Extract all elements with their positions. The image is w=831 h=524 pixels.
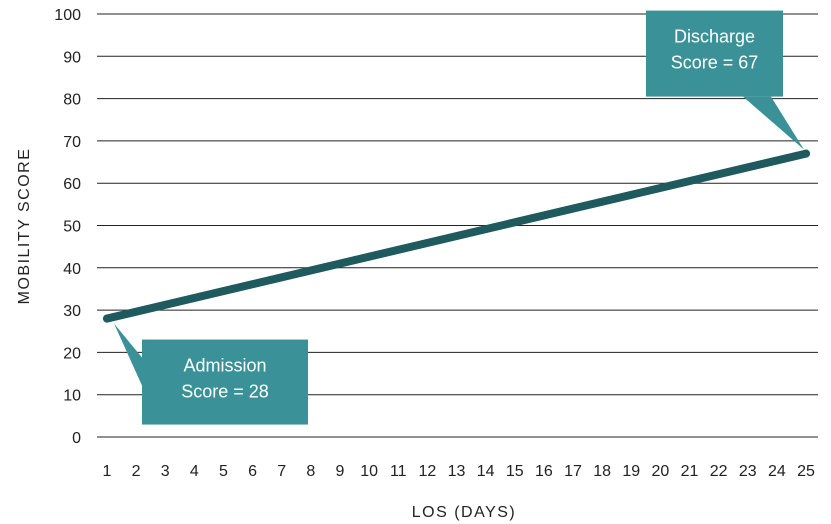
x-tick-label: 14 — [477, 463, 495, 480]
x-tick-labels: 1 2 3 4 5 6 7 8 9 10 11 12 13 14 15 16 17 18 19 20 21 22 23 24 2… — [103, 463, 815, 480]
callout-box — [142, 339, 308, 425]
data-point — [103, 314, 111, 323]
callout-box — [646, 10, 783, 97]
y-tick-label: 0 — [72, 430, 81, 447]
x-tick-label: 16 — [535, 463, 553, 480]
x-tick-label: 17 — [564, 463, 582, 480]
y-tick-label: 60 — [63, 176, 81, 193]
x-tick-label: 2 — [132, 463, 141, 480]
discharge-callout: Discharge Score = 67 — [646, 10, 804, 150]
x-tick-label: 13 — [448, 463, 466, 480]
series-line — [103, 149, 810, 323]
x-tick-label: 22 — [710, 463, 728, 480]
y-tick-label: 30 — [63, 303, 81, 320]
callout-text: Score = 28 — [181, 382, 269, 402]
x-tick-label: 25 — [797, 463, 815, 480]
series-layer — [103, 149, 810, 323]
y-axis-title: MOBILITY SCORE — [16, 148, 33, 305]
callouts: Admission Score = 28 Discharge Score = 67 — [114, 10, 804, 425]
x-tick-label: 20 — [651, 463, 669, 480]
callout-text: Score = 67 — [671, 53, 759, 73]
y-tick-label: 10 — [63, 388, 81, 405]
x-tick-label: 19 — [622, 463, 640, 480]
x-tick-label: 5 — [219, 463, 228, 480]
callout-pointer — [114, 323, 142, 386]
y-tick-label: 90 — [63, 49, 81, 66]
x-tick-label: 12 — [418, 463, 436, 480]
x-tick-label: 23 — [739, 463, 757, 480]
x-tick-label: 15 — [506, 463, 524, 480]
admission-callout: Admission Score = 28 — [114, 323, 308, 425]
x-tick-label: 8 — [306, 463, 315, 480]
x-tick-label: 3 — [161, 463, 170, 480]
x-tick-label: 9 — [336, 463, 345, 480]
x-tick-label: 24 — [768, 463, 786, 480]
y-tick-label: 50 — [63, 219, 81, 236]
x-axis-title: LOS (DAYS) — [412, 504, 517, 521]
x-tick-label: 4 — [190, 463, 199, 480]
x-tick-label: 18 — [593, 463, 611, 480]
x-tick-label: 21 — [681, 463, 699, 480]
data-point — [802, 149, 810, 158]
y-tick-label: 40 — [63, 261, 81, 278]
x-tick-label: 10 — [360, 463, 378, 480]
y-tick-label: 70 — [63, 134, 81, 151]
x-tick-label: 7 — [277, 463, 286, 480]
y-tick-label: 80 — [63, 92, 81, 109]
x-tick-label: 6 — [248, 463, 257, 480]
x-tick-label: 1 — [103, 463, 112, 480]
callout-pointer — [743, 96, 804, 150]
y-tick-label: 100 — [54, 7, 81, 24]
y-tick-label: 20 — [63, 345, 81, 362]
y-tick-labels: 0 10 20 30 40 50 60 70 80 90 100 — [54, 7, 81, 447]
x-tick-label: 11 — [390, 463, 407, 480]
callout-text: Admission — [183, 356, 266, 376]
callout-text: Discharge — [674, 27, 755, 47]
